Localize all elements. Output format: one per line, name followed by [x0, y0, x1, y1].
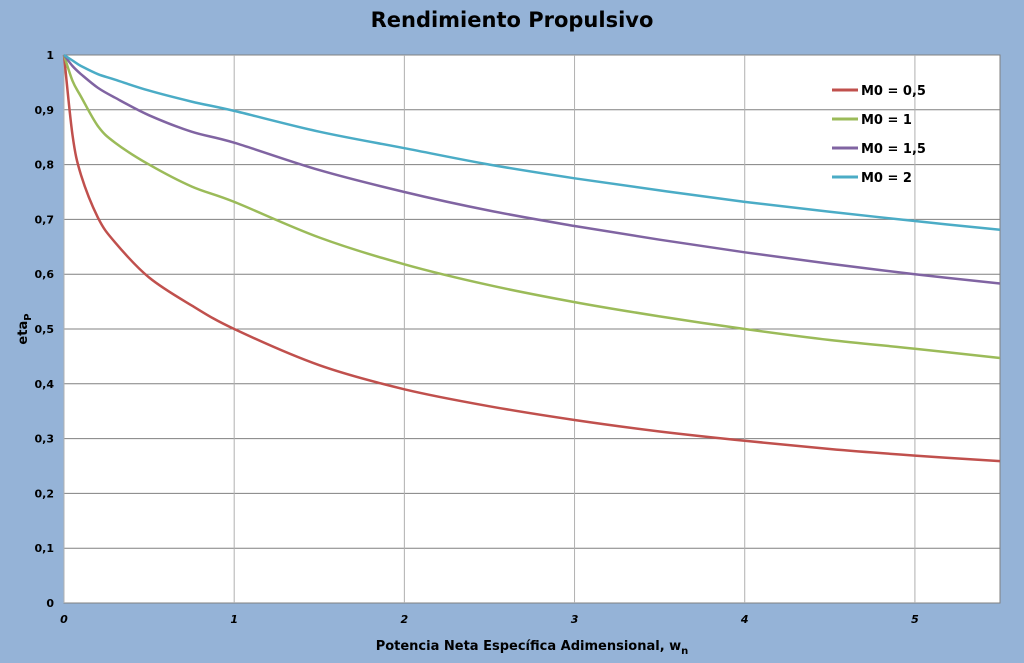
x-tick-label: 5	[911, 613, 919, 626]
x-tick-label: 2	[401, 613, 409, 626]
x-axis-title-sub: n	[681, 646, 688, 657]
x-axis-title: Potencia Neta Específica Adimensional, w…	[376, 639, 689, 657]
legend-label-3: M0 = 1,5	[861, 142, 926, 157]
legend-label-4: M0 = 2	[861, 171, 912, 186]
y-tick-label: 0	[46, 597, 54, 610]
y-tick-label: 0,2	[35, 487, 55, 500]
y-tick-label: 0,1	[35, 542, 55, 555]
y-tick-label: 0,4	[35, 378, 55, 391]
x-tick-label: 1	[230, 613, 238, 626]
y-tick-label: 0,3	[35, 433, 55, 446]
x-tick-label: 0	[60, 613, 68, 626]
y-axis-title: etaP	[16, 313, 34, 344]
series-line-4	[63, 53, 1001, 232]
series-line-3	[63, 54, 1001, 285]
y-tick-label: 0,8	[35, 159, 55, 172]
series-line-1	[62, 54, 1001, 463]
y-tick-label: 0,7	[35, 213, 55, 226]
y-axis-title-sub: P	[23, 313, 34, 320]
x-axis-ticks: 0 1 2 3 4 5	[60, 613, 919, 626]
y-axis-title-main: eta	[16, 321, 31, 345]
y-tick-label: 0,9	[35, 104, 55, 117]
chart-title: Rendimiento Propulsivo	[370, 8, 654, 32]
y-axis-ticks: 0 0,1 0,2 0,3 0,4 0,5 0,6 0,7 0,8 0,9 1	[35, 49, 55, 610]
y-tick-label: 0,5	[35, 323, 55, 336]
x-tick-label: 3	[571, 613, 579, 626]
legend-label-2: M0 = 1	[861, 113, 912, 128]
y-tick-label: 1	[46, 49, 54, 62]
legend: M0 = 0,5 M0 = 1 M0 = 1,5 M0 = 2	[832, 84, 926, 186]
series-layer	[62, 53, 1001, 463]
legend-label-1: M0 = 0,5	[861, 84, 926, 99]
series-line-2	[62, 54, 1001, 360]
y-tick-label: 0,6	[35, 268, 55, 281]
x-axis-title-main: Potencia Neta Específica Adimensional, w	[376, 639, 681, 654]
x-tick-label: 4	[740, 613, 749, 626]
